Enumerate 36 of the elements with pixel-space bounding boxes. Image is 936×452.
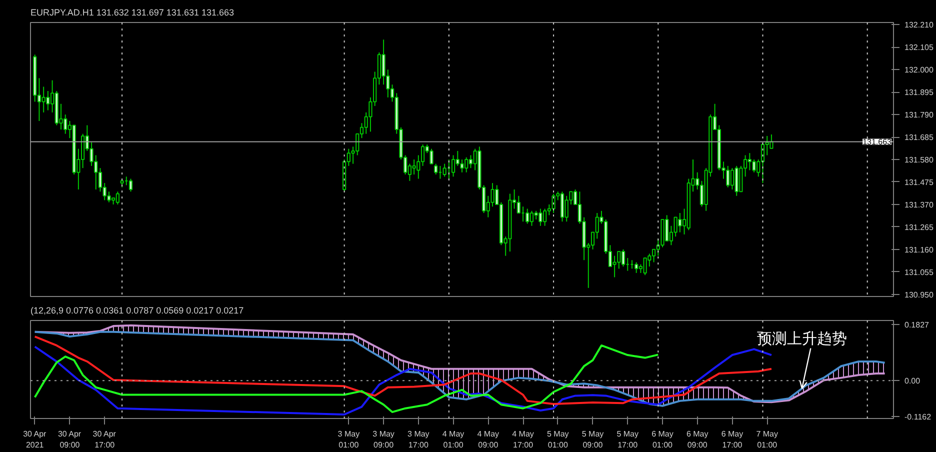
y-tick-label: 130.950 [904,290,934,300]
y-tick-label: 132.210 [904,20,934,30]
x-tick-label: 3 May 01:00 [338,430,360,450]
y-tick-label: 131.475 [904,178,934,187]
x-tick-label: 3 May 17:00 [408,430,430,450]
x-tick-label: 30 Apr 17:00 [92,430,116,450]
y-tick-label: 131.895 [904,88,934,98]
x-tick-label: 6 May 09:00 [686,430,708,450]
x-tick-label: 30 Apr 2021 [23,430,47,450]
y-tick-label: 131.160 [904,245,934,254]
chart-title: (12,26,9 0.0776 0.0361 0.0787 0.0569 0.0217 0.0217 [30,306,244,316]
y-tick-label: 131.685 [904,133,934,142]
y-tick-label: 131.265 [904,222,934,232]
y-tick-label: 0.00 [904,376,921,386]
x-tick-label: 7 May 01:00 [756,430,778,450]
x-tick-label: 4 May 17:00 [512,430,534,450]
y-tick-label: 0.1827 [904,320,930,330]
x-tick-label: 30 Apr 09:00 [58,430,82,450]
x-tick-label: 5 May 17:00 [616,430,639,450]
ref-line-label: 131.663 [862,138,892,147]
y-tick-label: -0.1162 [904,412,932,422]
y-tick-label: 131.790 [904,110,934,120]
y-tick-label: 131.055 [904,268,934,277]
x-tick-label: 5 May 09:00 [582,430,604,450]
annotation: 预测上升趋势 [756,330,847,348]
y-tick-label: 131.580 [904,156,934,164]
x-tick-label: 4 May 01:00 [442,430,464,450]
y-tick-label: 132.000 [904,66,934,75]
x-tick-label: 6 May 17:00 [721,430,744,450]
x-tick-label: 5 May 01:00 [546,430,569,450]
y-tick-label: 131.370 [904,200,934,210]
x-tick-label: 4 May 09:00 [477,430,500,450]
x-tick-label: 3 May 09:00 [372,430,394,450]
y-tick-label: 132.105 [904,43,934,52]
x-tick-label: 6 May 01:00 [652,430,674,450]
chart-title: EURJPY.AD.H1 131.632 131.697 131.631 131.663 [30,8,234,18]
